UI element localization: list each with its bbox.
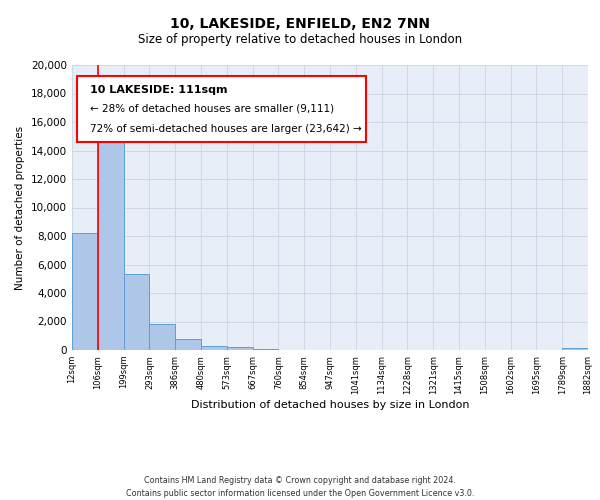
Text: Contains HM Land Registry data © Crown copyright and database right 2024.
Contai: Contains HM Land Registry data © Crown c… [126, 476, 474, 498]
Y-axis label: Number of detached properties: Number of detached properties [16, 126, 25, 290]
X-axis label: Distribution of detached houses by size in London: Distribution of detached houses by size … [191, 400, 469, 409]
Text: Size of property relative to detached houses in London: Size of property relative to detached ho… [138, 32, 462, 46]
Bar [149, 324, 175, 350]
FancyBboxPatch shape [77, 76, 366, 142]
Bar [562, 348, 588, 350]
Bar [124, 274, 149, 350]
Bar [175, 340, 201, 350]
Text: 10 LAKESIDE: 111sqm: 10 LAKESIDE: 111sqm [90, 85, 227, 95]
Bar [98, 114, 124, 350]
Text: ← 28% of detached houses are smaller (9,111): ← 28% of detached houses are smaller (9,… [90, 104, 334, 114]
Bar [253, 348, 278, 350]
Bar [201, 346, 227, 350]
Text: 10, LAKESIDE, ENFIELD, EN2 7NN: 10, LAKESIDE, ENFIELD, EN2 7NN [170, 18, 430, 32]
Bar [227, 347, 253, 350]
Bar [72, 233, 98, 350]
Text: 72% of semi-detached houses are larger (23,642) →: 72% of semi-detached houses are larger (… [90, 124, 362, 134]
